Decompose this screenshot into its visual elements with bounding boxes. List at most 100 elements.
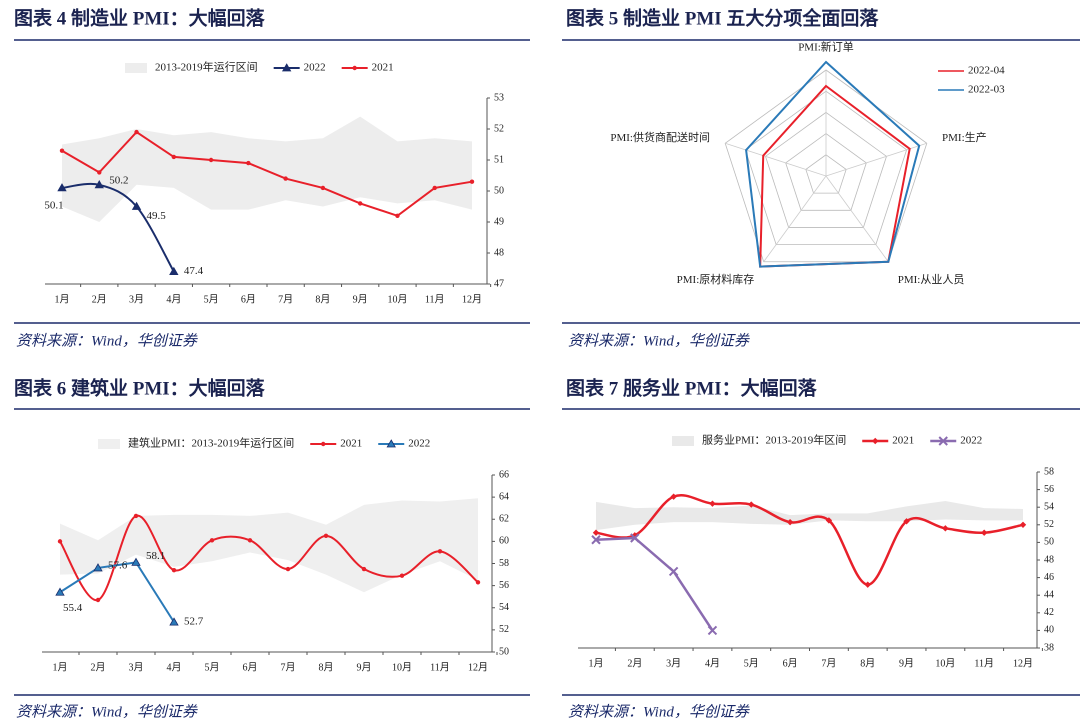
x-tick-label: 2月	[92, 293, 107, 305]
x-tick-label: 11月	[425, 293, 445, 305]
y-tick-label: 46	[1044, 572, 1054, 583]
source-note: 资料来源：Wind，华创证券	[16, 703, 198, 720]
source-note: 资料来源：Wind，华创证券	[568, 703, 750, 720]
point	[1019, 521, 1027, 528]
x-tick-label: 8月	[860, 657, 875, 669]
source-note: 资料来源：Wind，华创证券	[16, 332, 198, 349]
range-band	[62, 116, 472, 222]
point	[57, 183, 67, 192]
series-line	[61, 130, 473, 217]
radar-ring	[805, 154, 847, 194]
x-tick-label: 4月	[166, 293, 181, 305]
radar-spoke	[763, 175, 827, 262]
x-tick-label: 4月	[167, 661, 182, 673]
chart-title: 图表 5 制造业 PMI 五大分项全面回落	[566, 6, 879, 29]
legend-marker	[386, 439, 396, 448]
point	[903, 518, 910, 525]
point	[668, 566, 679, 577]
point	[171, 567, 177, 573]
radar-spoke	[725, 142, 827, 177]
y-tick-label: 58	[1044, 466, 1054, 477]
legend-label: 2021	[340, 438, 362, 450]
radar-ring	[785, 133, 867, 211]
point	[786, 518, 794, 526]
point	[285, 566, 291, 572]
point	[399, 573, 405, 578]
point	[357, 201, 363, 206]
x-tick-label: 2月	[627, 657, 642, 669]
x-tick-label: 5月	[205, 661, 220, 673]
legend-label: 2021	[372, 62, 394, 74]
legend-label: 2021	[892, 435, 914, 447]
y-tick-label: 64	[499, 491, 509, 502]
x-tick-label: 11月	[430, 661, 450, 673]
x-tick-label: 3月	[129, 661, 144, 673]
y-tick-label: 54	[499, 602, 509, 613]
point	[55, 587, 65, 596]
x-tick-label: 7月	[278, 293, 293, 305]
point	[630, 533, 640, 543]
series-line	[59, 561, 175, 623]
y-tick-label: 50	[494, 185, 504, 196]
point	[283, 176, 288, 181]
x-tick-label: 6月	[243, 661, 258, 673]
y-tick-label: 62	[499, 514, 509, 525]
x-tick-label: 4月	[705, 657, 720, 669]
point	[131, 557, 141, 566]
point	[707, 625, 718, 636]
data-label: 55.4	[63, 602, 83, 614]
legend-marker	[938, 436, 948, 446]
axis-label: PMI:原材料库存	[677, 272, 755, 286]
point	[171, 154, 177, 160]
x-tick-label: 9月	[353, 293, 368, 305]
y-tick-label: 50	[1044, 537, 1054, 548]
x-tick-label: 2月	[91, 661, 106, 673]
y-tick-label: 52	[494, 123, 504, 134]
x-tick-label: 8月	[315, 293, 330, 305]
legend-swatch	[672, 436, 694, 446]
legend-marker	[872, 437, 879, 445]
point	[208, 157, 214, 163]
y-tick-label: 58	[499, 558, 509, 569]
radar-series	[745, 60, 921, 268]
y-tick-label: 52	[499, 624, 509, 635]
radar-ring	[724, 69, 928, 263]
y-tick-label: 54	[1044, 501, 1054, 512]
range-band	[596, 501, 1023, 531]
y-tick-label: 38	[1044, 642, 1054, 653]
data-label: 47.4	[184, 265, 204, 277]
x-tick-label: 10月	[935, 657, 955, 669]
x-tick-label: 6月	[783, 657, 798, 669]
x-tick-label: 9月	[899, 657, 914, 669]
axis-label: PMI:供货商配送时间	[610, 130, 710, 144]
x-tick-label: 1月	[589, 657, 604, 669]
y-tick-label: 56	[499, 580, 509, 591]
point	[95, 597, 101, 603]
chart-title: 图表 7 服务业 PMI：大幅回落	[566, 376, 818, 399]
y-tick-label: 47	[494, 278, 504, 289]
legend-label: 服务业PMI：2013-2019年区间	[702, 433, 846, 447]
point	[169, 266, 179, 275]
legend-label: 建筑业PMI：2013-2019年运行区间	[128, 436, 294, 450]
y-tick-label: 56	[1044, 484, 1054, 495]
legend-label: 2022-03	[968, 84, 1005, 96]
x-tick-label: 12月	[1013, 657, 1033, 669]
x-tick-label: 12月	[462, 293, 482, 305]
y-tick-label: 48	[1044, 554, 1054, 565]
data-label: 52.7	[184, 616, 204, 628]
point	[670, 493, 677, 500]
y-tick-label: 51	[494, 154, 504, 165]
point	[59, 148, 65, 153]
x-tick-label: 10月	[392, 661, 412, 673]
series-line	[61, 182, 175, 273]
point	[320, 185, 326, 191]
chart-title: 图表 4 制造业 PMI：大幅回落	[14, 6, 266, 29]
y-tick-label: 52	[1044, 519, 1054, 530]
x-tick-label: 8月	[319, 661, 334, 673]
x-tick-label: 3月	[666, 657, 681, 669]
x-tick-label: 11月	[974, 657, 994, 669]
x-tick-label: 1月	[53, 661, 68, 673]
x-tick-label: 9月	[357, 661, 372, 673]
